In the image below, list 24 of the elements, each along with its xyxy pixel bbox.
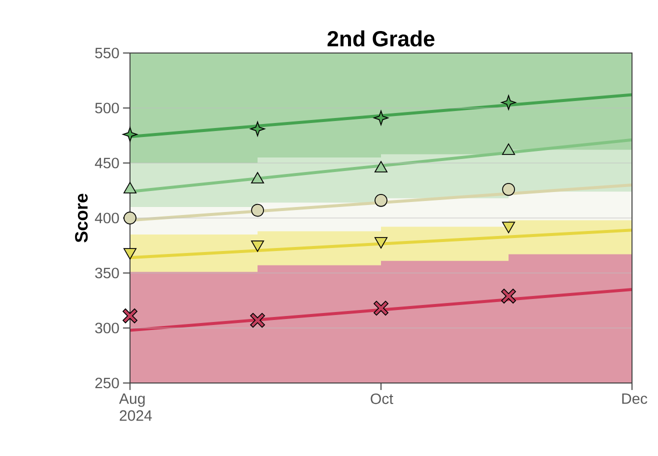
point: [374, 194, 388, 207]
point: [124, 212, 136, 224]
point: [250, 121, 265, 136]
y-tick-label: 300: [95, 322, 119, 334]
point: [374, 300, 388, 316]
x-tick-label: Aug 2024: [119, 393, 152, 421]
y-tick-label: 400: [94, 212, 119, 224]
point: [374, 110, 388, 126]
chart-title: 2nd Grade: [328, 30, 434, 46]
y-tick-label: 500: [95, 102, 119, 114]
point: [251, 204, 264, 217]
point: [501, 288, 516, 304]
point: [250, 312, 265, 328]
y-tick-label: 550: [95, 48, 119, 58]
point: [122, 126, 138, 142]
point: [501, 95, 516, 110]
y-tick-label: 350: [95, 268, 119, 278]
x-tick-label: Dec: [622, 393, 648, 404]
point: [502, 182, 515, 196]
y-tick-label: 450: [94, 158, 119, 168]
y-axis-title: Score: [75, 194, 88, 242]
y-tick-label: 250: [95, 378, 119, 388]
point: [122, 308, 138, 324]
x-tick-label: Oct: [370, 393, 394, 404]
